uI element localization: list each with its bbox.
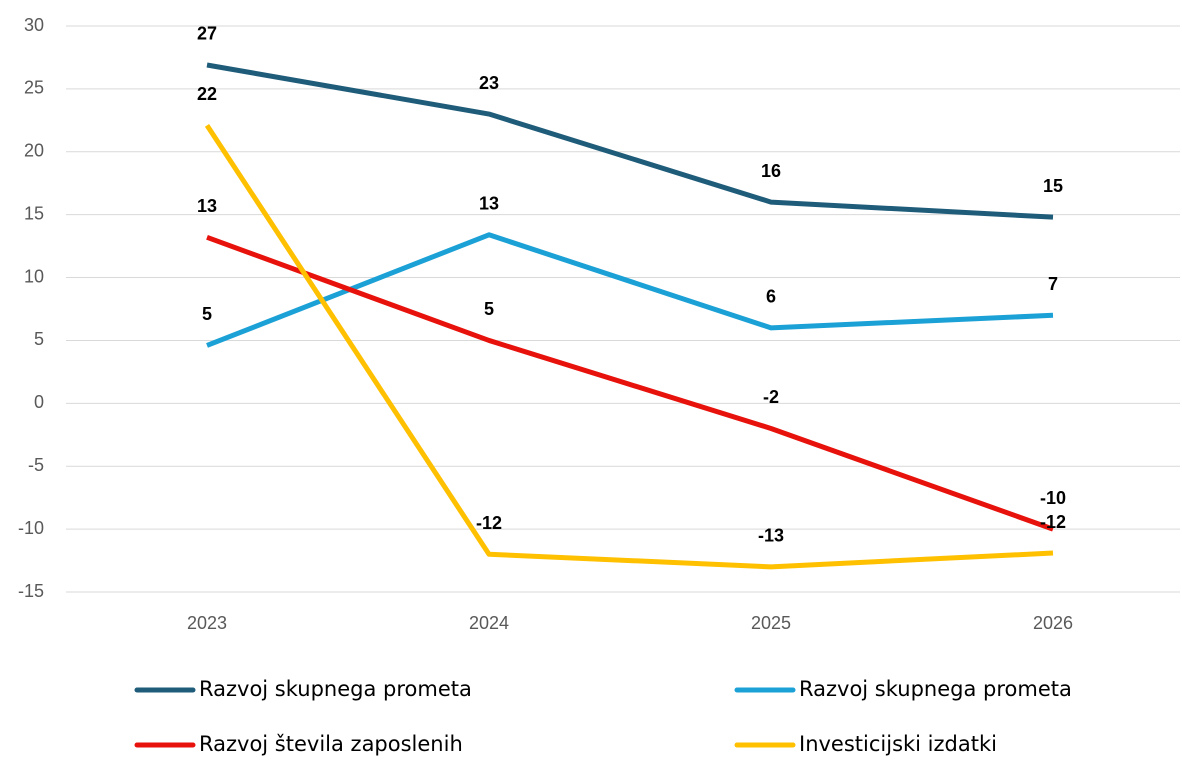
legend-label: Razvoj skupnega prometa — [799, 677, 1072, 701]
series-line — [204, 123, 1054, 570]
y-tick-label: 20 — [24, 141, 44, 161]
data-label: 13 — [479, 194, 499, 214]
x-tick-label: 2025 — [751, 613, 791, 633]
y-tick-label: 0 — [34, 392, 44, 412]
data-label: -2 — [763, 387, 779, 407]
data-label: 15 — [1043, 176, 1063, 196]
legend-label: Razvoj skupnega prometa — [199, 677, 472, 701]
y-tick-label: -15 — [18, 581, 44, 601]
series-line — [206, 232, 1054, 348]
y-tick-label: -10 — [18, 518, 44, 538]
data-label: -12 — [476, 513, 502, 533]
data-label: 5 — [202, 304, 212, 324]
data-label: 16 — [761, 161, 781, 181]
data-label: -10 — [1040, 488, 1066, 508]
y-tick-label: 25 — [24, 78, 44, 98]
x-tick-label: 2026 — [1033, 613, 1073, 633]
data-label: 13 — [197, 196, 217, 216]
y-tick-label: 5 — [34, 329, 44, 349]
data-label: 5 — [484, 299, 494, 319]
y-tick-label: 15 — [24, 203, 44, 223]
x-tick-label: 2023 — [187, 613, 227, 633]
y-tick-label: -5 — [28, 455, 44, 475]
y-tick-label: 30 — [24, 15, 44, 35]
series-line — [206, 234, 1054, 532]
y-tick-label: 10 — [24, 266, 44, 286]
data-label: 7 — [1048, 274, 1058, 294]
data-label: -12 — [1040, 512, 1066, 532]
data-label: 22 — [197, 84, 217, 104]
series-line — [206, 62, 1054, 220]
legend-label: Razvoj števila zaposlenih — [199, 732, 463, 756]
data-label: -13 — [758, 526, 784, 546]
x-tick-label: 2024 — [469, 613, 509, 633]
data-label: 27 — [197, 24, 217, 44]
data-label: 6 — [766, 287, 776, 307]
data-label: 23 — [479, 73, 499, 93]
legend-label: Investicijski izdatki — [799, 732, 997, 756]
